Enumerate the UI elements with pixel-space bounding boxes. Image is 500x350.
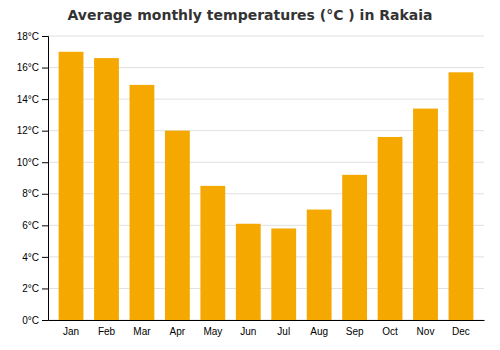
x-tick: Apr xyxy=(170,320,186,337)
x-tick-label: Aug xyxy=(310,326,328,337)
y-tick-label: 0°C xyxy=(22,315,39,326)
y-tick-label: 2°C xyxy=(22,283,39,294)
x-tick: Aug xyxy=(310,320,328,337)
bar xyxy=(236,224,261,320)
y-tick-mark xyxy=(42,68,48,69)
y-tick-label: 16°C xyxy=(17,62,39,73)
bar xyxy=(307,210,332,320)
x-tick-label: Jul xyxy=(277,326,290,337)
x-tick-label: Mar xyxy=(133,326,151,337)
x-tick-label: Apr xyxy=(170,326,186,337)
y-tick-label: 18°C xyxy=(17,31,39,42)
y-tick: 0°C xyxy=(22,315,48,326)
y-tick: 18°C xyxy=(17,31,48,42)
plot: 0°C 2°C 4°C 6°C 8°C 10°C 12°C 14°C 16°C 18°C Jan Fe… xyxy=(17,31,485,337)
x-tick-label: May xyxy=(203,326,222,337)
x-tick: Oct xyxy=(382,320,398,337)
x-tick-label: Sep xyxy=(346,326,364,337)
x-tick-label: Dec xyxy=(452,326,470,337)
y-tick: 4°C xyxy=(22,252,48,263)
bar xyxy=(200,186,225,320)
y-tick-mark xyxy=(42,194,48,195)
x-axis-line xyxy=(49,320,485,321)
y-tick-mark xyxy=(42,257,48,258)
y-tick: 6°C xyxy=(22,220,48,231)
y-tick-label: 12°C xyxy=(17,125,39,136)
y-tick-mark xyxy=(42,36,48,37)
y-tick-mark xyxy=(42,288,48,289)
x-tick-label: Jun xyxy=(240,326,256,337)
chart: Average monthly temperatures (°C ) in Ra… xyxy=(0,0,500,350)
y-tick: 12°C xyxy=(17,125,48,136)
x-tick-label: Feb xyxy=(98,326,116,337)
y-tick-label: 6°C xyxy=(22,220,39,231)
bar xyxy=(59,52,84,320)
bar xyxy=(449,72,474,320)
y-axis: 0°C 2°C 4°C 6°C 8°C 10°C 12°C 14°C 16°C 18°C xyxy=(17,31,49,326)
x-tick: Sep xyxy=(346,320,364,337)
bar xyxy=(130,85,155,320)
x-tick: May xyxy=(203,320,222,337)
y-tick-mark xyxy=(42,131,48,132)
x-tick-label: Nov xyxy=(417,326,435,337)
y-tick-label: 10°C xyxy=(17,157,39,168)
x-tick: Dec xyxy=(452,320,470,337)
y-tick-mark xyxy=(42,99,48,100)
y-tick-label: 4°C xyxy=(22,252,39,263)
y-tick-mark xyxy=(42,225,48,226)
bar xyxy=(413,109,438,320)
x-tick: Mar xyxy=(133,320,151,337)
x-axis: Jan Feb Mar Apr May Jun Jul Aug Sep Oct Nov Dec xyxy=(49,320,485,337)
y-tick: 8°C xyxy=(22,188,48,199)
y-tick: 2°C xyxy=(22,283,48,294)
x-tick: Jan xyxy=(63,320,79,337)
y-axis-line xyxy=(42,37,49,321)
x-tick-label: Oct xyxy=(382,326,398,337)
title: Average monthly temperatures (°C ) in Ra… xyxy=(68,7,433,23)
bar xyxy=(342,175,367,320)
bar xyxy=(378,137,403,320)
x-tick: Jul xyxy=(277,320,290,337)
bars xyxy=(59,52,474,320)
bar xyxy=(94,58,119,320)
grid xyxy=(48,36,484,320)
x-tick: Jun xyxy=(240,320,256,337)
y-tick: 10°C xyxy=(17,157,48,168)
y-tick-label: 14°C xyxy=(17,94,39,105)
x-tick: Feb xyxy=(98,320,116,337)
bar xyxy=(165,131,190,320)
x-tick-label: Jan xyxy=(63,326,79,337)
y-tick-mark xyxy=(42,162,48,163)
y-tick-label: 8°C xyxy=(22,188,39,199)
grid-line xyxy=(48,36,484,37)
y-tick: 14°C xyxy=(17,94,48,105)
bar xyxy=(271,228,296,320)
y-tick: 16°C xyxy=(17,62,48,73)
x-tick: Nov xyxy=(417,320,435,337)
y-tick-mark xyxy=(42,320,48,321)
